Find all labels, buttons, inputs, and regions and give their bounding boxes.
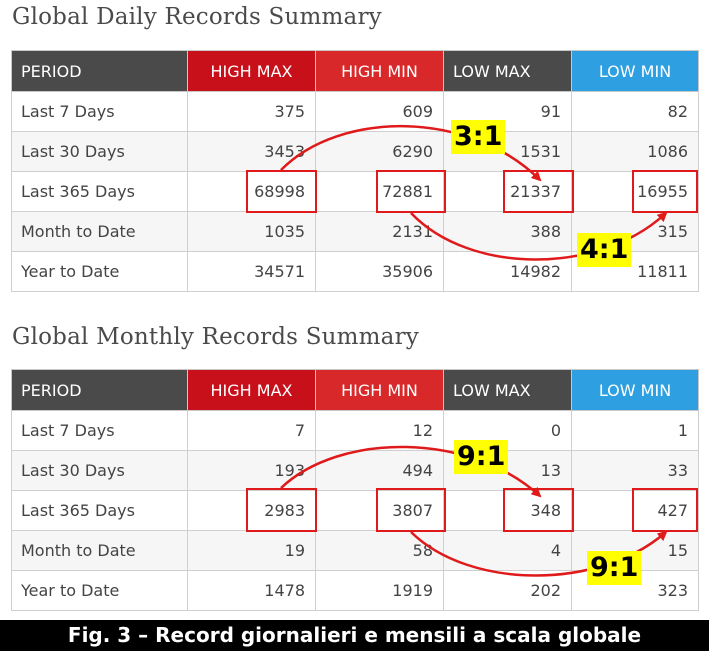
high-max-cell: 1035 — [187, 211, 316, 252]
low-min-cell: 33 — [571, 450, 699, 491]
header-low-max: LOW MAX — [443, 50, 572, 92]
table-header-row: PERIOD HIGH MAX HIGH MIN LOW MAX LOW MIN — [11, 369, 699, 411]
highlight-box-daily-low-min — [632, 170, 698, 213]
high-max-cell: 375 — [187, 91, 316, 132]
daily-min-ratio-label: 4:1 — [577, 233, 632, 267]
header-high-min: HIGH MIN — [315, 369, 444, 411]
header-high-min: HIGH MIN — [315, 50, 444, 92]
period-cell: Month to Date — [11, 530, 188, 571]
high-min-cell: 1919 — [315, 570, 444, 611]
monthly-section-title: Global Monthly Records Summary — [12, 324, 419, 350]
low-max-cell: 14982 — [443, 251, 572, 292]
table-row: Last 7 Days 375 609 91 82 — [11, 91, 699, 132]
highlight-box-daily-high-min — [376, 170, 446, 213]
high-max-cell: 7 — [187, 410, 316, 451]
highlight-box-monthly-low-min — [632, 488, 698, 532]
monthly-min-ratio-label: 9:1 — [587, 551, 642, 585]
low-min-cell: 82 — [571, 91, 699, 132]
period-cell: Last 30 Days — [11, 450, 188, 491]
high-max-cell: 193 — [187, 450, 316, 491]
high-max-cell: 3453 — [187, 131, 316, 172]
header-period: PERIOD — [11, 369, 188, 411]
period-cell: Month to Date — [11, 211, 188, 252]
high-min-cell: 35906 — [315, 251, 444, 292]
low-min-cell: 1 — [571, 410, 699, 451]
high-min-cell: 12 — [315, 410, 444, 451]
highlight-box-monthly-high-max — [246, 488, 317, 532]
period-cell: Last 365 Days — [11, 171, 188, 212]
daily-section-title: Global Daily Records Summary — [12, 4, 382, 30]
period-cell: Last 7 Days — [11, 91, 188, 132]
low-min-cell: 1086 — [571, 131, 699, 172]
header-low-min: LOW MIN — [571, 369, 699, 411]
low-min-cell: 427 — [571, 490, 699, 531]
high-min-cell: 6290 — [315, 131, 444, 172]
daily-max-ratio-label: 3:1 — [451, 120, 506, 154]
table-row: Last 365 Days 68998 72881 21337 16955 — [11, 171, 699, 212]
table-row: Last 30 Days 193 494 13 33 — [11, 450, 699, 491]
low-min-cell: 16955 — [571, 171, 699, 212]
table-row: Last 365 Days 2983 3807 348 427 — [11, 490, 699, 531]
header-low-min: LOW MIN — [571, 50, 699, 92]
highlight-box-daily-high-max — [246, 170, 317, 213]
table-row: Last 30 Days 3453 6290 1531 1086 — [11, 131, 699, 172]
header-low-max: LOW MAX — [443, 369, 572, 411]
highlight-box-daily-low-max — [503, 170, 574, 213]
period-cell: Last 7 Days — [11, 410, 188, 451]
high-min-cell: 494 — [315, 450, 444, 491]
highlight-box-monthly-high-min — [376, 488, 446, 532]
high-max-cell: 34571 — [187, 251, 316, 292]
high-max-cell: 1478 — [187, 570, 316, 611]
high-min-cell: 2131 — [315, 211, 444, 252]
period-cell: Last 30 Days — [11, 131, 188, 172]
highlight-box-monthly-low-max — [503, 488, 574, 532]
low-max-cell: 4 — [443, 530, 572, 571]
monthly-max-ratio-label: 9:1 — [454, 440, 509, 474]
period-cell: Last 365 Days — [11, 490, 188, 531]
header-high-max: HIGH MAX — [187, 50, 316, 92]
high-min-cell: 609 — [315, 91, 444, 132]
header-high-max: HIGH MAX — [187, 369, 316, 411]
high-max-cell: 19 — [187, 530, 316, 571]
period-cell: Year to Date — [11, 251, 188, 292]
high-min-cell: 58 — [315, 530, 444, 571]
low-max-cell: 202 — [443, 570, 572, 611]
table-row: Year to Date 1478 1919 202 323 — [11, 570, 699, 611]
figure-caption: Fig. 3 – Record giornalieri e mensili a … — [0, 620, 709, 651]
table-header-row: PERIOD HIGH MAX HIGH MIN LOW MAX LOW MIN — [11, 50, 699, 92]
period-cell: Year to Date — [11, 570, 188, 611]
header-period: PERIOD — [11, 50, 188, 92]
table-row: Last 7 Days 7 12 0 1 — [11, 410, 699, 451]
low-max-cell: 388 — [443, 211, 572, 252]
